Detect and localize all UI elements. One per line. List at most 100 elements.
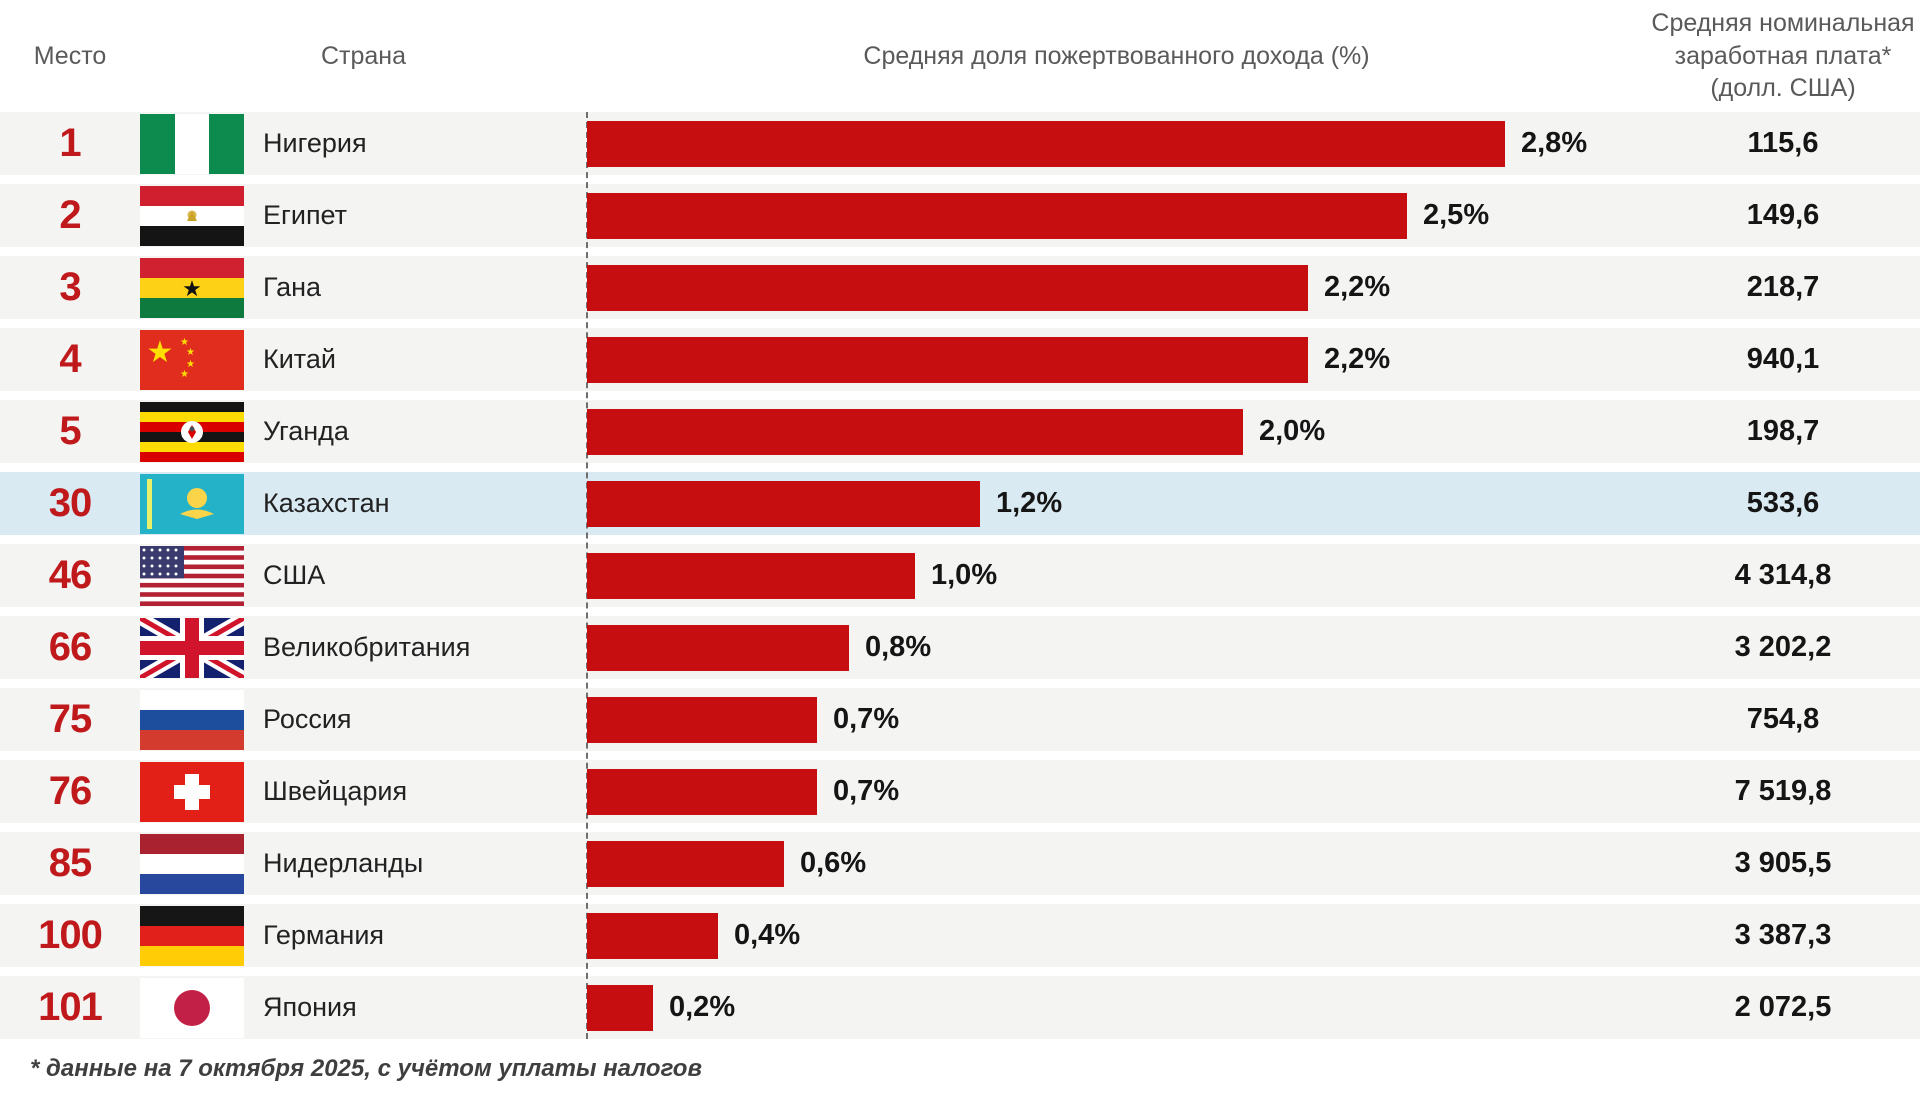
donation-value-label: 0,4% <box>734 919 801 951</box>
table-row: 75 Россия 0,7% 754,8 <box>0 688 1920 751</box>
country-label: Египет <box>263 200 348 230</box>
svg-text:★: ★ <box>186 359 195 370</box>
table-row: 30 Казахстан 1,2% 533,6 <box>0 472 1920 535</box>
donation-bar-cell: 0,2% <box>587 976 1646 1039</box>
donation-value-label: 2,8% <box>1521 127 1588 159</box>
table-header: Место Страна Средняя доля пожертвованног… <box>0 0 1920 112</box>
donation-bar-cell: 0,8% <box>587 616 1646 679</box>
country-label: Нигерия <box>263 128 367 158</box>
svg-text:★: ★ <box>180 369 189 380</box>
donation-bar-cell: 2,2% <box>587 328 1646 391</box>
donation-value-label: 2,2% <box>1324 271 1391 303</box>
salary-value: 198,7 <box>1746 415 1820 447</box>
country-label: Россия <box>263 704 352 734</box>
donation-value-label: 0,8% <box>865 631 932 663</box>
salary-value: 3 202,2 <box>1734 631 1832 663</box>
donation-bar-cell: 0,4% <box>587 904 1646 967</box>
salary-value: 2 072,5 <box>1734 991 1832 1023</box>
donation-bar <box>587 480 980 527</box>
donation-value-label: 1,2% <box>996 487 1063 519</box>
rank-value: 30 <box>48 481 93 525</box>
flag-uganda-icon <box>140 401 244 462</box>
donation-bar-cell: 0,7% <box>587 760 1646 823</box>
table-row: 4 ★ ★ ★ ★ ★ Китай 2,2% 940,1 <box>0 328 1920 391</box>
donation-bar-cell: 2,2% <box>587 256 1646 319</box>
country-label: Япония <box>263 992 357 1022</box>
table-row: 66 Великобритания 0,8% 3 202,2 <box>0 616 1920 679</box>
donation-value-label: 0,2% <box>669 991 736 1023</box>
flag-ghana-icon: ★ <box>140 257 244 318</box>
rank-value: 2 <box>59 193 81 237</box>
flag-russia-icon <box>140 689 244 750</box>
country-label: Нидерланды <box>263 848 424 878</box>
rank-value: 100 <box>38 913 103 957</box>
donation-bar <box>587 912 718 959</box>
salary-value: 218,7 <box>1746 271 1820 303</box>
donation-bar <box>587 336 1308 383</box>
svg-text:★: ★ <box>186 347 195 358</box>
country-label: Казахстан <box>263 488 390 518</box>
table-row: 85 Нидерланды 0,6% 3 905,5 <box>0 832 1920 895</box>
donation-bar <box>587 696 817 743</box>
donation-value-label: 2,2% <box>1324 343 1391 375</box>
salary-value: 533,6 <box>1746 487 1820 519</box>
salary-value: 115,6 <box>1747 127 1819 159</box>
salary-value: 3 387,3 <box>1734 919 1832 951</box>
donation-bar <box>587 192 1407 239</box>
flag-egypt-icon <box>140 185 244 246</box>
table-row: 46 США 1,0% 4 314,8 <box>0 544 1920 607</box>
header-salary-line3: (долл. США) <box>1710 74 1856 103</box>
rank-value: 85 <box>48 841 93 885</box>
header-rank: Место <box>33 41 107 70</box>
country-label: Германия <box>263 920 385 950</box>
flag-uk-icon <box>140 617 244 678</box>
donation-bar <box>587 408 1243 455</box>
table-row: 3 ★ Гана 2,2% 218,7 <box>0 256 1920 319</box>
donation-bar <box>587 120 1505 167</box>
donation-bar <box>587 624 849 671</box>
header-salary: Средняя номинальная заработная плата* (д… <box>1646 7 1920 105</box>
donation-bar <box>587 552 915 599</box>
salary-value: 3 905,5 <box>1734 847 1832 879</box>
country-label: Китай <box>263 344 336 374</box>
donation-bar-cell: 1,2% <box>587 472 1646 535</box>
donation-bar <box>587 984 653 1031</box>
donation-bar-cell: 2,8% <box>587 112 1646 175</box>
salary-value: 754,8 <box>1746 703 1820 735</box>
table-row: 100 Германия 0,4% 3 387,3 <box>0 904 1920 967</box>
flag-kazakhstan-icon <box>140 473 244 534</box>
rank-value: 101 <box>38 985 103 1029</box>
salary-value: 149,6 <box>1746 199 1820 231</box>
rank-value: 75 <box>48 697 93 741</box>
flag-germany-icon <box>140 905 244 966</box>
rank-value: 5 <box>59 409 81 453</box>
donation-bar-cell: 1,0% <box>587 544 1646 607</box>
table-rows: 1 Нигерия 2,8% 115,6 2 Египет 2,5% 149,6… <box>0 112 1920 1039</box>
donation-bar-cell: 0,6% <box>587 832 1646 895</box>
country-label: Гана <box>263 272 322 302</box>
table-row: 76 Швейцария 0,7% 7 519,8 <box>0 760 1920 823</box>
donation-bar <box>587 264 1308 311</box>
donation-bar-cell: 0,7% <box>587 688 1646 751</box>
table-row: 1 Нигерия 2,8% 115,6 <box>0 112 1920 175</box>
flag-nigeria-icon <box>140 113 244 174</box>
salary-value: 7 519,8 <box>1734 775 1832 807</box>
donation-bar-cell: 2,0% <box>587 400 1646 463</box>
donation-value-label: 2,5% <box>1423 199 1490 231</box>
donation-bar-cell: 2,5% <box>587 184 1646 247</box>
rank-value: 1 <box>59 121 81 165</box>
country-label: США <box>263 560 326 590</box>
donation-value-label: 0,6% <box>800 847 867 879</box>
flag-netherlands-icon <box>140 833 244 894</box>
svg-text:★: ★ <box>147 335 174 370</box>
donation-value-label: 1,0% <box>931 559 998 591</box>
rank-value: 76 <box>48 769 93 813</box>
table-row: 101 Япония 0,2% 2 072,5 <box>0 976 1920 1039</box>
rank-value: 3 <box>59 265 81 309</box>
flag-switzerland-icon <box>140 761 244 822</box>
header-country: Страна <box>320 41 407 70</box>
table-row: 5 Уганда 2,0% 198,7 <box>0 400 1920 463</box>
donation-bar <box>587 768 817 815</box>
country-label: Швейцария <box>263 776 408 806</box>
